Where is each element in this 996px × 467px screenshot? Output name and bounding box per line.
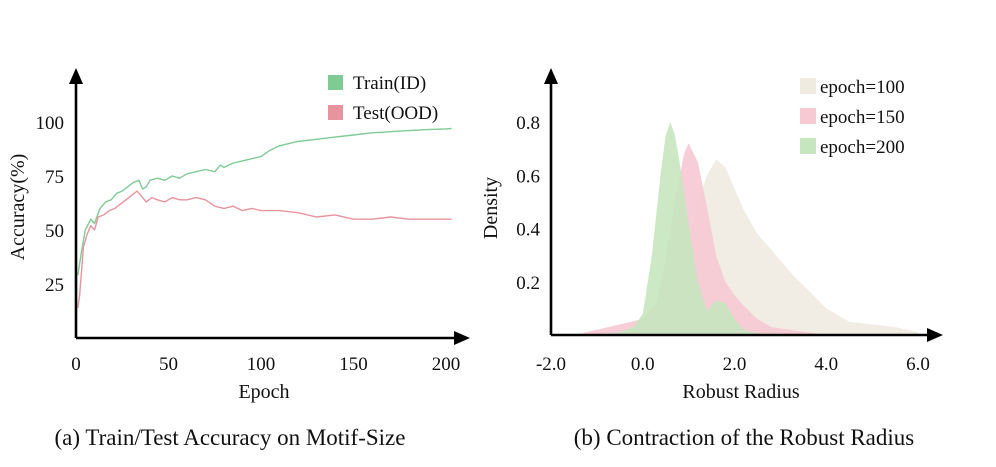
panel-a-y-tick-label: 75: [45, 167, 64, 188]
series-line-test-ood: [77, 190, 452, 308]
panel-b-y-axis-arrow: [544, 68, 558, 84]
panel-a-x-tick-label: 150: [339, 354, 368, 375]
legend-swatch-epoch-200: [800, 138, 816, 154]
panel-b-y-tick-label: 0.2: [516, 273, 540, 294]
panel-b-x-tick-label: 0.0: [631, 354, 655, 375]
legend-label-epoch-100: epoch=100: [820, 77, 905, 98]
legend-swatch-test-ood: [328, 105, 343, 120]
panel-a-x-tick-label: 200: [432, 354, 461, 375]
panel-b-y-tick-label: 0.4: [516, 220, 540, 241]
panel-a-caption: (a) Train/Test Accuracy on Motif-Size: [55, 425, 406, 450]
panel-b-y-tick-label: 0.6: [516, 166, 540, 187]
panel-a-x-tick-label: 50: [159, 354, 178, 375]
panel-b-x-axis-arrow: [927, 328, 943, 342]
panel-a-accuracy-chart: 0 50 100 150 200 25 50 75 100 Epoch Accuracy(%)…: [7, 68, 470, 450]
panel-b-x-tick-label: -2.0: [536, 354, 566, 375]
panel-a-y-tick-label: 100: [36, 113, 65, 134]
panel-a-legend: Train(ID) Test(OOD): [328, 73, 438, 124]
series-line-train-id: [77, 127, 452, 276]
panel-b-y-tick-label: 0.8: [516, 113, 540, 134]
density-area-epoch-200: [551, 122, 772, 335]
panel-a-y-tick-label: 50: [45, 221, 64, 242]
panel-b-legend: epoch=100 epoch=150 epoch=200: [800, 77, 905, 158]
legend-swatch-epoch-150: [800, 108, 816, 124]
panel-b-density-chart: -2.0 0.0 2.0 4.0 6.0 0.2 0.4 0.6 0.8 Robust Rad…: [480, 68, 943, 450]
panel-b-x-tick-label: 2.0: [723, 354, 747, 375]
panel-a-x-axis-arrow: [454, 331, 470, 345]
panel-a-x-tick-label: 100: [247, 354, 276, 375]
legend-label-epoch-150: epoch=150: [820, 107, 905, 128]
panel-a-y-tick-label: 25: [45, 275, 64, 296]
density-area-epoch-100: [551, 159, 918, 335]
density-area-epoch-150: [551, 143, 850, 335]
panel-a-x-label: Epoch: [238, 381, 289, 403]
legend-label-train-id: Train(ID): [353, 73, 426, 94]
panel-a-x-tick-label: 0: [71, 354, 81, 375]
panel-a-y-axis-arrow: [69, 68, 83, 84]
legend-swatch-train-id: [328, 75, 343, 90]
legend-label-test-ood: Test(OOD): [353, 103, 438, 124]
panel-b-y-label: Density: [480, 177, 502, 239]
panel-b-x-label: Robust Radius: [682, 381, 799, 403]
legend-swatch-epoch-100: [800, 78, 816, 94]
legend-label-epoch-200: epoch=200: [820, 137, 905, 158]
panel-b-caption: (b) Contraction of the Robust Radius: [574, 425, 915, 450]
panel-b-x-tick-label: 6.0: [906, 354, 930, 375]
panel-a-y-label: Accuracy(%): [7, 154, 29, 261]
panel-b-x-tick-label: 4.0: [814, 354, 838, 375]
